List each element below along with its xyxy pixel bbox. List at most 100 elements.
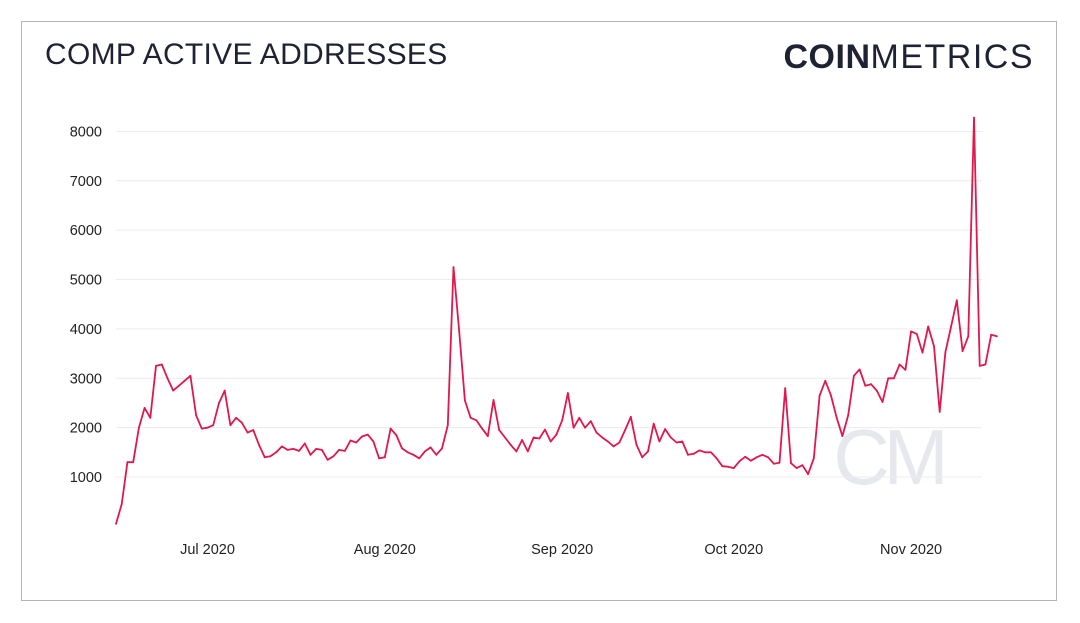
data-point (990, 333, 993, 336)
data-point (996, 335, 998, 338)
data-point (750, 459, 752, 462)
data-point (406, 451, 409, 454)
x-tick-label: Aug 2020 (354, 542, 416, 558)
data-point (698, 449, 701, 452)
data-point (607, 440, 609, 443)
data-point (584, 426, 586, 429)
data-point (767, 456, 769, 459)
data-point (172, 389, 175, 392)
data-point (372, 440, 375, 443)
data-point (532, 436, 535, 439)
data-point (790, 462, 792, 465)
data-point (332, 455, 335, 458)
data-point (538, 437, 541, 440)
data-point (715, 457, 718, 460)
chart-title: COMP ACTIVE ADDRESSES (45, 38, 448, 71)
data-point (481, 427, 483, 430)
data-point (412, 453, 415, 456)
logo-light-text: METRICS (870, 38, 1034, 76)
data-point (578, 416, 581, 419)
x-tick-label: Nov 2020 (880, 542, 942, 558)
data-point (961, 350, 964, 352)
data-point (704, 451, 707, 454)
data-point (870, 383, 872, 386)
data-point (355, 441, 358, 444)
data-point (235, 416, 238, 419)
data-point (841, 435, 844, 437)
data-point (292, 448, 295, 450)
data-point (258, 444, 260, 446)
data-point (669, 436, 672, 439)
data-point (624, 429, 626, 431)
data-point (120, 503, 123, 506)
data-point (366, 433, 369, 436)
data-point (675, 441, 678, 444)
data-point (755, 456, 758, 459)
data-point (589, 420, 592, 423)
data-point (326, 458, 329, 461)
data-point (378, 457, 380, 460)
data-point (710, 451, 712, 454)
data-point (738, 460, 741, 463)
data-point (515, 450, 518, 453)
data-point (618, 441, 621, 444)
data-point (178, 384, 180, 387)
data-point (807, 473, 809, 475)
data-point (189, 374, 192, 377)
data-point (984, 363, 987, 366)
data-point (246, 431, 249, 434)
data-point (955, 299, 958, 302)
data-point (629, 415, 632, 418)
data-point (229, 424, 232, 427)
data-point (218, 402, 220, 404)
data-point (544, 428, 546, 431)
data-point (143, 407, 146, 409)
y-tick-label: 1000 (70, 470, 102, 486)
data-point (418, 457, 421, 460)
data-point (721, 465, 724, 468)
data-point (389, 427, 392, 430)
data-point (601, 436, 604, 439)
y-tick-label: 7000 (70, 174, 102, 190)
data-point (938, 411, 941, 413)
data-point (927, 325, 930, 328)
data-point (361, 435, 363, 438)
data-point (275, 451, 278, 454)
data-point (818, 394, 821, 397)
data-point (195, 414, 198, 417)
data-point (835, 416, 838, 419)
data-point (887, 377, 890, 380)
data-point (732, 467, 735, 469)
x-tick-label: Jul 2020 (180, 542, 235, 558)
data-point (658, 440, 661, 443)
data-point (338, 449, 340, 451)
data-point (303, 442, 306, 445)
data-point (240, 421, 243, 424)
data-point (132, 461, 135, 464)
data-point (910, 330, 912, 333)
data-point (612, 445, 615, 448)
data-point (166, 377, 169, 380)
data-point (281, 445, 283, 448)
data-point (572, 426, 575, 429)
data-point (830, 394, 832, 397)
data-point (115, 523, 117, 525)
data-point (343, 450, 346, 452)
data-point (498, 429, 501, 431)
data-point (549, 440, 552, 443)
data-point (492, 399, 495, 401)
data-point (967, 335, 970, 338)
logo-bold-text: COIN (783, 38, 871, 76)
data-point (183, 379, 186, 382)
data-point (298, 450, 300, 452)
data-point (521, 439, 523, 441)
data-point (349, 439, 352, 442)
data-point (687, 453, 689, 456)
chart-frame (21, 21, 1057, 601)
coinmetrics-logo: COINMETRICS (784, 38, 1035, 77)
watermark-text: CM (833, 413, 942, 501)
data-point (761, 453, 764, 456)
data-point (858, 368, 861, 371)
data-point (744, 455, 747, 458)
data-point (864, 384, 867, 387)
